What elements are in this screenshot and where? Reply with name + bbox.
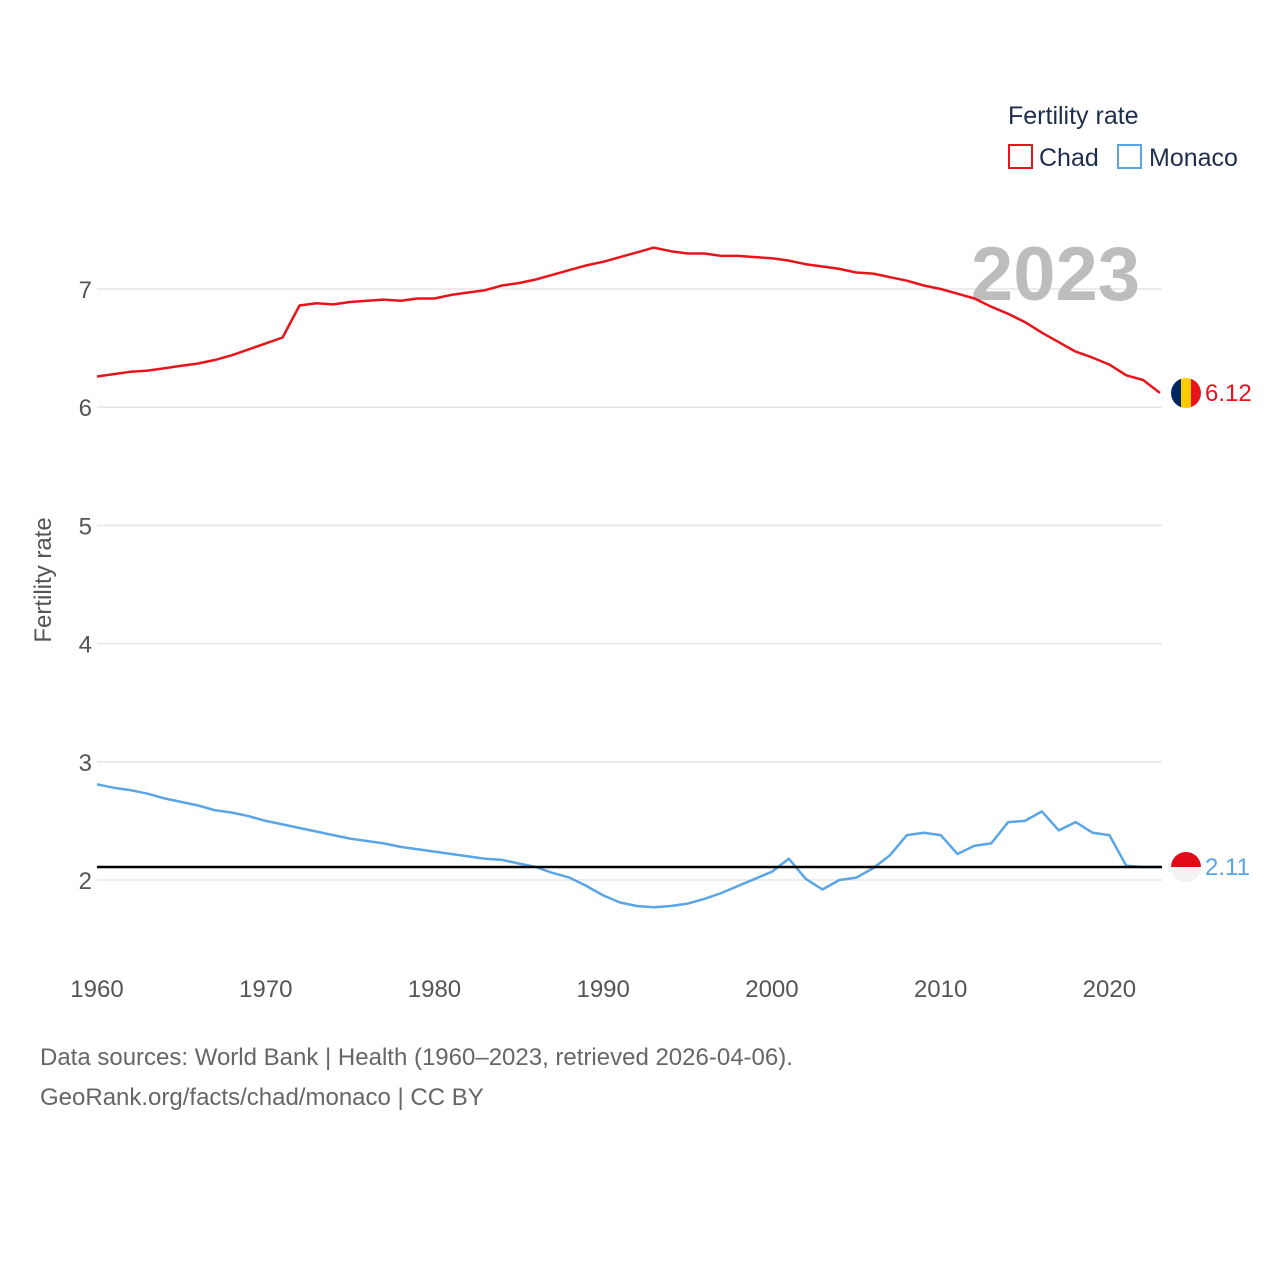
y-tick-label: 3 (79, 750, 92, 777)
legend-swatch-monaco[interactable] (1117, 144, 1142, 169)
y-axis: 2 3 4 5 6 7 (79, 277, 92, 895)
series-lines (96, 246, 1161, 909)
x-tick-label: 2010 (914, 976, 967, 1003)
fertility-chart: 2 3 4 5 6 7 1960 1970 1980 1990 2000 2010 2020 Fert… (30, 102, 1252, 1003)
legend: Fertility rate Chad Monaco (1008, 102, 1238, 172)
x-axis: 1960 1970 1980 1990 2000 2010 2020 (70, 976, 1136, 1003)
y-tick-label: 2 (79, 868, 92, 895)
x-tick-label: 2000 (745, 976, 798, 1003)
x-tick-label: 1990 (576, 976, 629, 1003)
y-axis-title: Fertility rate (30, 517, 57, 642)
x-tick-label: 1980 (408, 976, 461, 1003)
current-year-label: 2023 (971, 232, 1140, 317)
end-value-label-monaco: 2.11 (1205, 854, 1250, 881)
footer-credit: GeoRank.org/facts/chad/monaco | CC BY (40, 1084, 484, 1111)
x-tick-label: 1960 (70, 976, 123, 1003)
legend-swatch-chad[interactable] (1008, 144, 1033, 169)
y-tick-label: 5 (79, 513, 92, 540)
footer-sources: Data sources: World Bank | Health (1960–… (40, 1044, 793, 1071)
legend-label-monaco[interactable]: Monaco (1149, 144, 1238, 172)
legend-title: Fertility rate (1008, 102, 1139, 130)
y-tick-label: 6 (79, 395, 92, 422)
monaco-flag-icon (1171, 851, 1201, 882)
grid-lines (97, 288, 1162, 881)
end-value-label-chad: 6.12 (1205, 380, 1252, 407)
series-line-chad[interactable] (96, 246, 1161, 394)
y-tick-label: 4 (79, 632, 92, 659)
chad-flag-icon (1171, 378, 1201, 409)
end-markers: 6.12 2.11 (1171, 378, 1252, 882)
series-line-monaco[interactable] (96, 783, 1160, 909)
x-tick-label: 2020 (1083, 976, 1136, 1003)
y-tick-label: 7 (79, 277, 92, 304)
x-tick-label: 1970 (239, 976, 292, 1003)
legend-label-chad[interactable]: Chad (1039, 144, 1099, 172)
